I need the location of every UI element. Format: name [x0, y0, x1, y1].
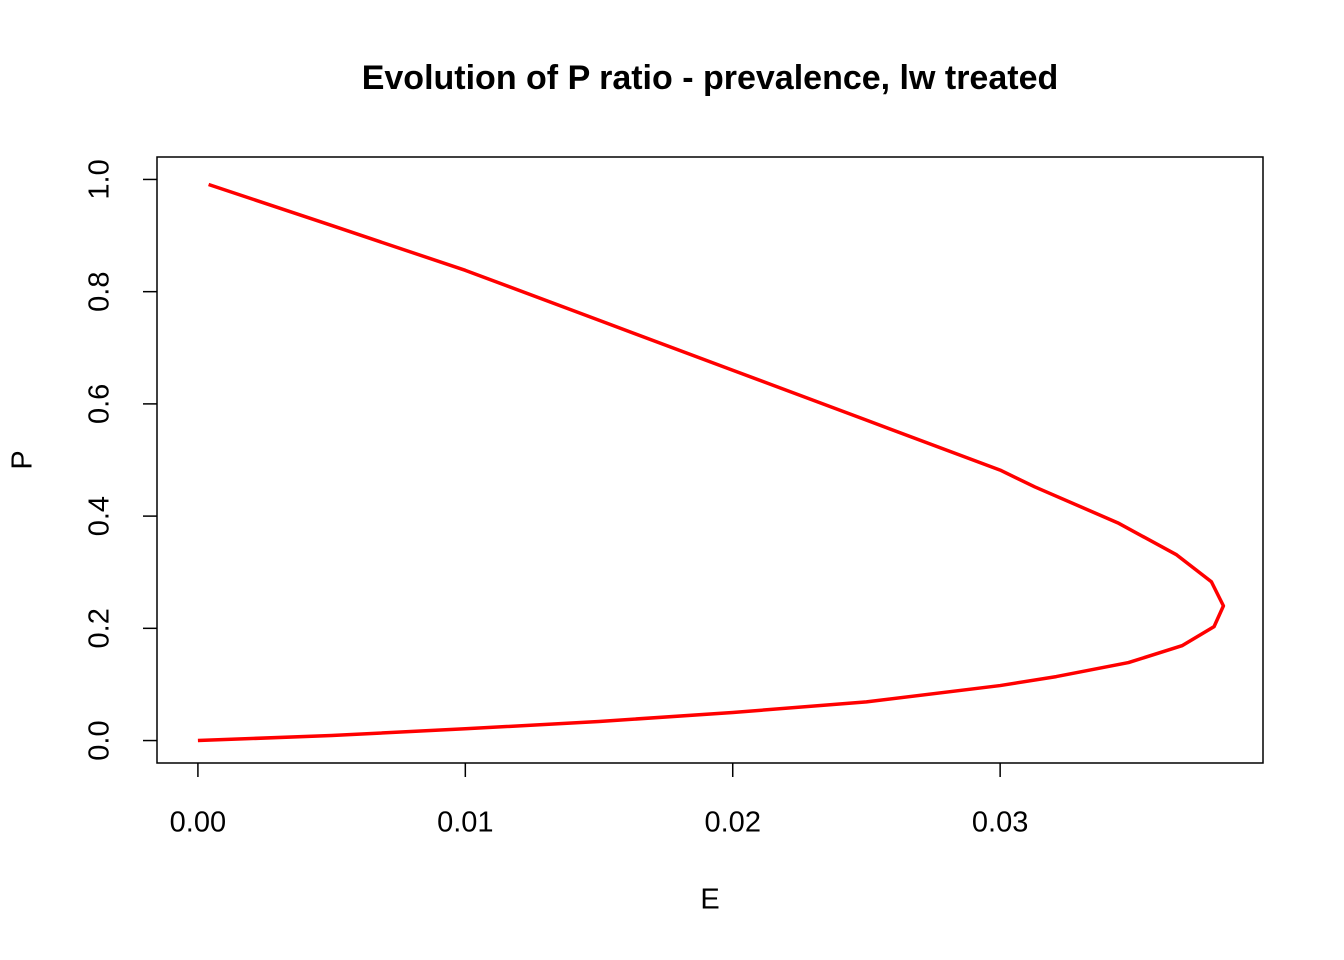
- y-tick-label: 0.0: [84, 720, 116, 760]
- y-tick-label: 0.8: [84, 272, 116, 312]
- y-tick-label: 0.2: [84, 608, 116, 648]
- y-tick-label: 1.0: [84, 159, 116, 199]
- plot-box: [156, 156, 1264, 764]
- x-tick-label: 0.00: [170, 807, 226, 839]
- x-tick-label: 0.03: [972, 807, 1028, 839]
- y-tick-label: 0.4: [84, 496, 116, 536]
- x-tick-label: 0.02: [705, 807, 761, 839]
- chart-title: Evolution of P ratio - prevalence, lw tr…: [362, 59, 1059, 97]
- x-axis-label: E: [700, 884, 719, 916]
- y-axis-label: P: [7, 450, 39, 469]
- x-tick-label: 0.01: [437, 807, 493, 839]
- data-line: [197, 182, 1226, 743]
- y-tick-label: 0.6: [84, 384, 116, 424]
